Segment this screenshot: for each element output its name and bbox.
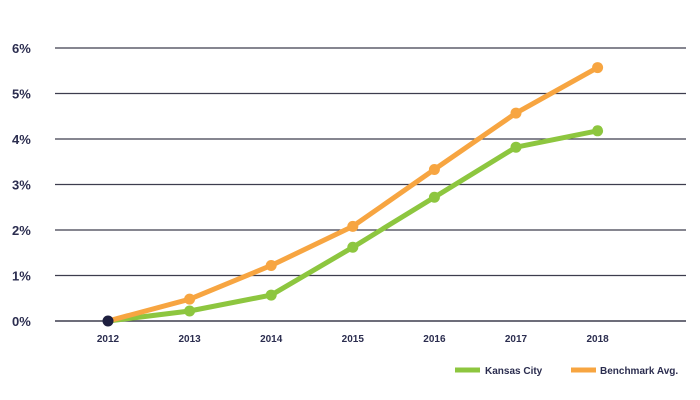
legend-label: Kansas City	[485, 366, 543, 377]
x-tick-label: 2017	[505, 334, 528, 345]
data-point	[428, 191, 440, 203]
y-tick-label: 1%	[12, 269, 31, 284]
y-tick-label: 6%	[12, 41, 31, 56]
x-axis-tick-labels: 2012 2013 2014 2015 2016 2017 2018	[97, 334, 609, 345]
x-tick-label: 2013	[178, 334, 201, 345]
x-tick-label: 2018	[586, 334, 609, 345]
data-point	[592, 125, 604, 137]
x-tick-label: 2012	[97, 334, 120, 345]
y-axis-tick-labels: 0% 1% 2% 3% 4% 5% 6%	[12, 41, 31, 329]
series-lines	[105, 62, 604, 324]
x-tick-label: 2016	[423, 334, 446, 345]
data-point	[347, 220, 359, 232]
y-tick-label: 2%	[12, 223, 31, 238]
legend: Kansas City Benchmark Avg.	[455, 366, 678, 377]
gridlines	[55, 47, 686, 322]
x-tick-label: 2014	[260, 334, 283, 345]
data-point	[265, 259, 277, 271]
legend-label: Benchmark Avg.	[600, 366, 678, 377]
data-point	[510, 141, 522, 153]
data-point	[184, 305, 196, 317]
data-point	[184, 293, 196, 305]
y-tick-label: 0%	[12, 314, 31, 329]
y-tick-label: 3%	[12, 178, 31, 193]
origin-point	[102, 315, 114, 327]
data-point	[347, 241, 359, 253]
y-tick-label: 5%	[12, 87, 31, 102]
x-tick-label: 2015	[342, 334, 365, 345]
data-point	[428, 163, 440, 175]
data-point	[592, 62, 604, 74]
series-line	[105, 65, 601, 324]
origin-marker-group	[102, 315, 114, 327]
data-point	[265, 289, 277, 301]
y-tick-label: 4%	[12, 132, 31, 147]
data-point	[510, 107, 522, 119]
